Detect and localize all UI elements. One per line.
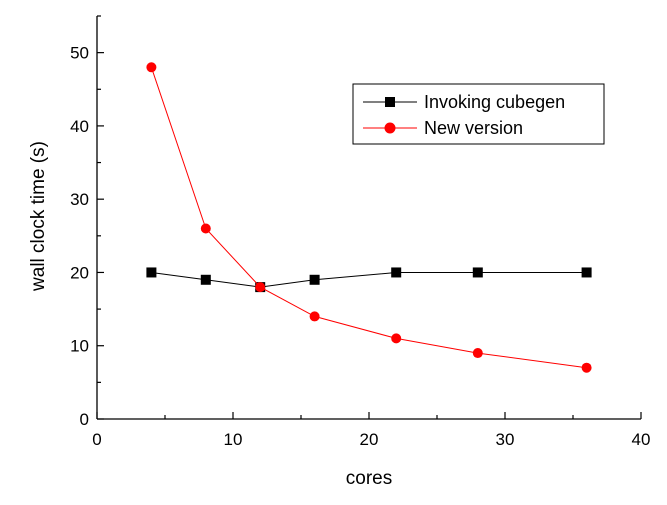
x-tick-label: 10: [224, 430, 243, 449]
data-point: [581, 267, 592, 278]
legend-label-invoking-cubegen: Invoking cubegen: [424, 92, 565, 112]
data-point: [146, 62, 157, 73]
legend-marker-circle: [384, 122, 396, 134]
y-tick-label: 50: [70, 44, 89, 63]
legend: Invoking cubegen New version: [352, 83, 605, 145]
axes: 0 10 20 30 40 0 10 20 30 40 50: [70, 15, 651, 449]
y-tick-label: 0: [80, 410, 89, 429]
x-axis-title: cores: [346, 468, 392, 489]
y-tick-label: 10: [70, 337, 89, 356]
x-tick-label: 40: [632, 430, 651, 449]
data-point: [255, 282, 266, 293]
y-axis-title: wall clock time (s): [28, 141, 49, 292]
x-tick-label: 20: [360, 430, 379, 449]
y-tick-label: 20: [70, 263, 89, 282]
data-point: [200, 223, 211, 234]
data-point: [581, 362, 592, 373]
legend-label-new-version: New version: [424, 118, 523, 138]
plot-area: [146, 62, 592, 373]
y-tick-label: 30: [70, 190, 89, 209]
data-point: [309, 274, 320, 285]
data-point: [472, 348, 483, 359]
data-point: [391, 333, 402, 344]
data-point: [309, 311, 320, 322]
y-tick-label: 40: [70, 117, 89, 136]
legend-marker-square: [385, 97, 395, 107]
series-line: [151, 272, 587, 288]
data-point: [200, 274, 211, 285]
data-point: [146, 267, 157, 278]
x-tick-label: 0: [92, 430, 101, 449]
legend-box: [352, 83, 605, 145]
series-1: [146, 62, 592, 373]
data-point: [391, 267, 402, 278]
data-point: [472, 267, 483, 278]
series-0: [146, 267, 592, 293]
x-tick-label: 30: [496, 430, 515, 449]
